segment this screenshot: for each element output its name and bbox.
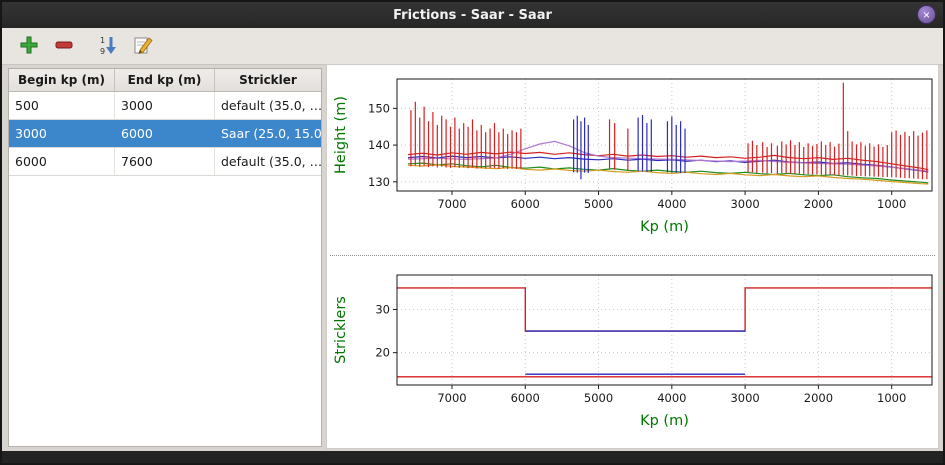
svg-text:Kp (m): Kp (m): [640, 413, 689, 429]
svg-text:5000: 5000: [584, 197, 613, 211]
svg-text:7000: 7000: [437, 197, 466, 211]
svg-text:7000: 7000: [437, 391, 466, 405]
svg-text:4000: 4000: [657, 197, 686, 211]
svg-text:2000: 2000: [804, 391, 833, 405]
column-header-begin-kp[interactable]: Begin kp (m): [9, 69, 115, 91]
svg-text:3000: 3000: [730, 391, 759, 405]
cell-strickler: default (35.0, …: [221, 98, 321, 113]
plus-icon: [18, 34, 40, 59]
cell-end-kp: 7600: [115, 148, 215, 175]
svg-text:140: 140: [368, 138, 390, 152]
svg-text:Kp (m): Kp (m): [640, 219, 689, 235]
svg-text:Stricklers: Stricklers: [333, 296, 349, 364]
table-row[interactable]: 500 3000 default (35.0, …: [9, 92, 321, 120]
remove-friction-button[interactable]: [51, 33, 77, 59]
svg-text:Height (m): Height (m): [333, 96, 349, 174]
titlebar: Frictions - Saar - Saar ×: [2, 2, 943, 28]
svg-text:1000: 1000: [877, 197, 906, 211]
column-header-end-kp[interactable]: End kp (m): [115, 69, 215, 91]
stricklers-chart: 7000 6000 5000 4000 3000 2000 1000 20 30 Kp (m) St…: [333, 274, 933, 429]
svg-text:150: 150: [368, 101, 390, 115]
add-friction-button[interactable]: [16, 33, 42, 59]
minus-icon: [53, 34, 75, 59]
table-header: Begin kp (m) End kp (m) Strickler: [9, 69, 321, 92]
table-row[interactable]: 3000 6000 Saar (25.0, 15.0): [9, 120, 321, 148]
cell-begin-kp: 3000: [9, 120, 115, 147]
chart-splitter[interactable]: [330, 255, 935, 261]
svg-text:4000: 4000: [657, 391, 686, 405]
svg-text:6000: 6000: [511, 197, 540, 211]
window-bottom-frame: [2, 451, 943, 463]
sort-button[interactable]: 1 9: [95, 33, 121, 59]
sort-1-9-icon: 1 9: [97, 34, 119, 59]
cell-strickler: Saar (25.0, 15.0): [221, 126, 321, 141]
height-chart: 7000 6000 5000 4000 3000 2000 1000 130 140 150 Kp …: [333, 78, 933, 235]
edit-friction-button[interactable]: [130, 33, 156, 59]
svg-text:1000: 1000: [877, 391, 906, 405]
window-title: Frictions - Saar - Saar: [393, 7, 552, 23]
cell-end-kp: 3000: [115, 92, 215, 119]
close-button[interactable]: ×: [917, 5, 936, 24]
svg-text:6000: 6000: [511, 391, 540, 405]
table-row[interactable]: 6000 7600 default (35.0, …: [9, 148, 321, 176]
cell-strickler: default (35.0, …: [221, 154, 321, 169]
svg-text:3000: 3000: [730, 197, 759, 211]
cell-begin-kp: 6000: [9, 148, 115, 175]
svg-text:2000: 2000: [804, 197, 833, 211]
charts-panel: 7000 6000 5000 4000 3000 2000 1000 130 140 150 Kp …: [326, 64, 939, 449]
close-icon: ×: [922, 7, 930, 22]
svg-text:30: 30: [375, 303, 390, 317]
svg-text:130: 130: [368, 175, 390, 189]
svg-text:9: 9: [100, 47, 105, 56]
svg-text:1: 1: [100, 36, 105, 45]
frictions-table: Begin kp (m) End kp (m) Strickler 500 30…: [8, 68, 322, 447]
svg-text:5000: 5000: [584, 391, 613, 405]
cell-end-kp: 6000: [115, 120, 215, 147]
svg-text:20: 20: [375, 346, 390, 360]
cell-begin-kp: 500: [9, 92, 115, 119]
toolbar: 1 9: [2, 28, 943, 65]
column-header-strickler[interactable]: Strickler: [239, 73, 297, 87]
edit-pencil-icon: [132, 34, 154, 59]
